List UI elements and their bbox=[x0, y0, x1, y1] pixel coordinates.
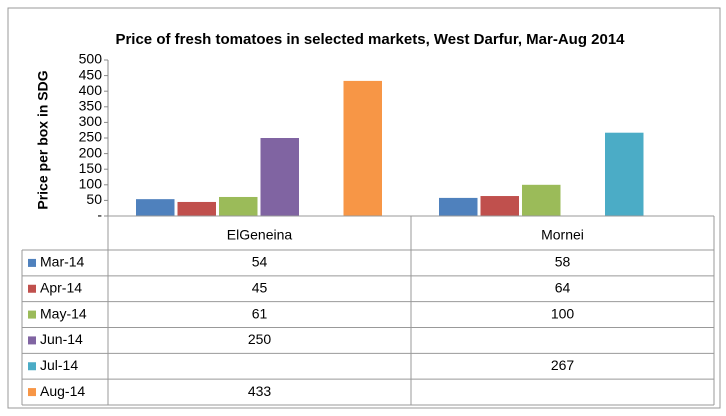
legend-key bbox=[28, 310, 36, 319]
table-cell: 433 bbox=[248, 383, 272, 399]
chart-title: Price of fresh tomatoes in selected mark… bbox=[115, 31, 625, 48]
table-cell: 54 bbox=[252, 254, 268, 270]
table-cell: 250 bbox=[248, 331, 272, 347]
legend-label: Jun-14 bbox=[40, 331, 83, 347]
x-tick-label: ElGeneina bbox=[227, 227, 293, 243]
bar bbox=[522, 184, 561, 216]
bar bbox=[480, 196, 519, 216]
y-tick-label: 150 bbox=[79, 160, 103, 176]
y-tick-label: 50 bbox=[86, 191, 102, 207]
y-tick-label: 300 bbox=[79, 113, 103, 129]
bar bbox=[219, 196, 258, 216]
y-tick-label: 450 bbox=[79, 66, 103, 82]
y-tick-label: 200 bbox=[79, 144, 103, 160]
legend-key bbox=[28, 284, 36, 293]
bar bbox=[343, 80, 382, 217]
bar bbox=[260, 138, 299, 216]
bar bbox=[439, 197, 478, 216]
legend-key bbox=[28, 362, 36, 371]
legend-label: Jul-14 bbox=[40, 357, 78, 373]
legend-key bbox=[28, 258, 36, 267]
y-tick-label: 400 bbox=[79, 82, 103, 98]
y-tick-label: 350 bbox=[79, 98, 103, 114]
y-tick-label: 100 bbox=[79, 176, 103, 192]
table-cell: 100 bbox=[551, 305, 575, 321]
y-tick-label: 250 bbox=[79, 129, 103, 145]
frame-border bbox=[7, 7, 721, 409]
x-tick-label: Mornei bbox=[541, 227, 584, 243]
table-cell: 45 bbox=[252, 279, 268, 295]
legend-label: May-14 bbox=[40, 305, 87, 321]
y-tick-label: 500 bbox=[79, 51, 103, 67]
legend-key bbox=[28, 336, 36, 345]
legend-label: Aug-14 bbox=[40, 383, 85, 399]
legend-key bbox=[28, 388, 36, 397]
table-cell: 58 bbox=[555, 254, 571, 270]
table-cell: 267 bbox=[551, 357, 575, 373]
legend-label: Mar-14 bbox=[40, 254, 85, 270]
bar bbox=[136, 199, 175, 216]
bar bbox=[605, 132, 644, 216]
table-cell: 61 bbox=[252, 305, 268, 321]
table-cell: 64 bbox=[555, 279, 571, 295]
y-tick-label: - bbox=[97, 207, 102, 223]
bar bbox=[177, 201, 216, 216]
y-axis-label: Price per box in SDG bbox=[35, 70, 51, 209]
legend-label: Apr-14 bbox=[40, 279, 82, 295]
